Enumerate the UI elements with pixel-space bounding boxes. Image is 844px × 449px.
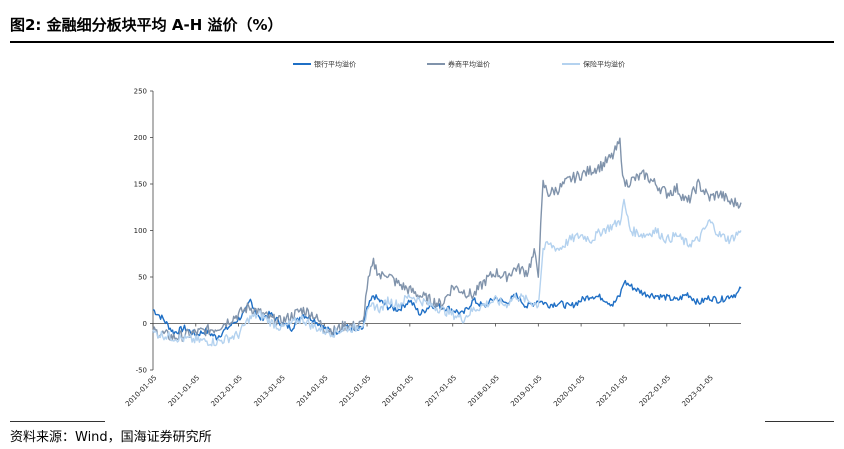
x-tick-label: 2022-01-05 <box>638 374 672 408</box>
series-line-2 <box>152 198 742 347</box>
figure-header: 图2: 金融细分板块平均 A-H 溢价（%） <box>10 6 834 43</box>
y-tick-label: 250 <box>134 88 147 96</box>
x-tick-label: 2017-01-05 <box>424 374 458 408</box>
y-tick-label: 150 <box>134 181 147 189</box>
x-tick-label: 2010-01-05 <box>124 374 158 408</box>
series-lines <box>152 137 742 347</box>
footer-rule-right <box>765 421 834 422</box>
x-tick-label: 2023-01-05 <box>681 374 715 408</box>
legend: 银行平均溢价 券商平均溢价 保险平均溢价 <box>293 60 625 69</box>
x-tick-label: 2019-01-05 <box>509 374 543 408</box>
figure-title: 图2: 金融细分板块平均 A-H 溢价（%） <box>10 16 283 34</box>
y-tick-label: 200 <box>134 134 147 142</box>
x-tick-label: 2013-01-05 <box>252 374 286 408</box>
x-tick-label: 2011-01-05 <box>167 374 201 408</box>
x-tick-label: 2020-01-05 <box>552 374 586 408</box>
x-tick-label: 2012-01-05 <box>210 374 244 408</box>
x-axis: 2010-01-05 2011-01-05 2012-01-05 2013-01-05… <box>124 323 741 408</box>
legend-label: 银行平均溢价 <box>314 60 356 69</box>
y-axis: -50 0 50 100 150 200 250 <box>134 88 154 375</box>
x-tick-label: 2014-01-05 <box>295 374 329 408</box>
x-tick-label: 2018-01-05 <box>467 374 501 408</box>
y-tick-label: 50 <box>138 274 147 282</box>
x-tick-label: 2015-01-05 <box>338 374 372 408</box>
legend-label: 券商平均溢价 <box>448 60 490 69</box>
x-tick-label: 2016-01-05 <box>381 374 415 408</box>
y-tick-label: -50 <box>136 367 147 375</box>
source-note: 资料来源：Wind，国海证券研究所 <box>10 430 212 445</box>
title-rule <box>10 41 834 43</box>
y-tick-label: 0 <box>143 320 147 328</box>
legend-label: 保险平均溢价 <box>583 60 625 69</box>
x-tick-label: 2021-01-05 <box>595 374 629 408</box>
y-tick-label: 100 <box>134 227 147 235</box>
series-line-1 <box>152 137 742 342</box>
footer-rule-left <box>10 421 105 422</box>
